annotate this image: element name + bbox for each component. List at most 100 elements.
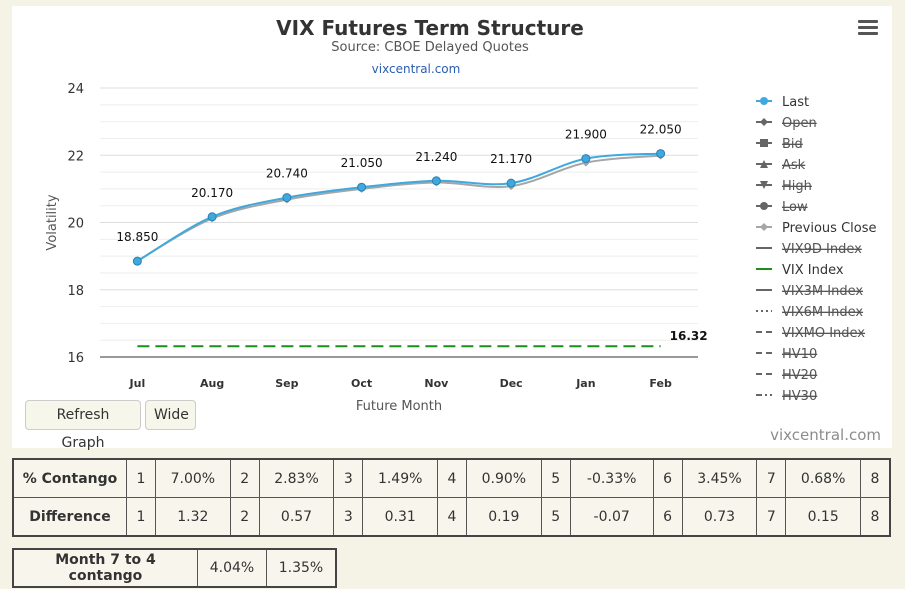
summary-label: Month 7 to 4 contango	[12, 548, 198, 588]
chart-menu-icon[interactable]	[858, 20, 878, 36]
last-data-label: 20.740	[266, 167, 308, 181]
legend-item[interactable]: Open	[756, 116, 817, 131]
legend-item[interactable]: Previous Close	[756, 221, 877, 236]
last-point	[506, 178, 516, 188]
legend-item[interactable]: HV20	[756, 368, 817, 383]
legend-diamond-marker	[760, 118, 768, 126]
legend-label: HV30	[782, 389, 817, 404]
month-index-cell: 7	[756, 458, 787, 498]
value-cell: 0.15	[785, 497, 861, 537]
legend-label: VIX6M Index	[782, 305, 863, 320]
legend-item[interactable]: VIX9D Index	[756, 242, 862, 257]
legend-item[interactable]: HV30	[756, 389, 817, 404]
legend-item[interactable]: Bid	[756, 137, 803, 152]
x-tick-label: Aug	[200, 377, 224, 390]
value-cell: 3.45%	[681, 458, 758, 498]
x-tick-label: Nov	[424, 377, 449, 390]
last-data-label: 21.170	[490, 152, 532, 166]
month-index-cell: 7	[756, 497, 787, 537]
legend-item[interactable]: High	[756, 179, 812, 194]
legend-label: VIX Index	[782, 263, 844, 278]
month-index-cell: 3	[333, 497, 364, 537]
month-index-cell: 8	[860, 497, 891, 537]
value-cell: -0.33%	[569, 458, 654, 498]
axes: 16 18 20 22 24 Jul Aug Sep Oct Nov Dec Jan Feb Future…	[45, 82, 698, 414]
source-link[interactable]: vixcentral.com	[372, 62, 461, 76]
value-cell: -0.07	[569, 497, 654, 537]
legend-item[interactable]: Low	[756, 200, 808, 215]
y-axis-title: Volatility	[45, 194, 60, 250]
month-index-cell: 5	[540, 458, 571, 498]
month-index-cell: 8	[860, 458, 891, 498]
last-point	[656, 149, 666, 159]
last-data-label: 21.900	[565, 128, 607, 142]
summary-value: 4.04%	[197, 548, 267, 588]
value-cell: 0.31	[362, 497, 439, 537]
x-axis-title: Future Month	[356, 399, 442, 414]
y-tick-label: 18	[67, 284, 84, 299]
value-cell: 0.19	[466, 497, 542, 537]
last-point	[132, 256, 142, 266]
month-index-cell: 2	[229, 458, 260, 498]
legend-item[interactable]: VIX6M Index	[756, 305, 863, 320]
x-tick-label: Feb	[649, 377, 672, 390]
legend-label: High	[782, 179, 812, 194]
last-point	[207, 212, 217, 222]
wide-button[interactable]: Wide	[145, 400, 196, 430]
summary-value: 1.35%	[266, 548, 337, 588]
last-line	[136, 152, 661, 263]
legend-label: HV10	[782, 347, 817, 362]
legend-item[interactable]: HV10	[756, 347, 817, 362]
last-data-label: 21.050	[341, 156, 383, 170]
legend-item[interactable]: Last	[756, 95, 809, 110]
summary-table: Month 7 to 4 contango 4.04% 1.35%	[12, 548, 337, 588]
legend-diamond-marker	[760, 223, 768, 231]
x-tick-label: Dec	[500, 377, 523, 390]
legend-label: Last	[782, 95, 809, 110]
legend-label: Ask	[782, 158, 806, 173]
legend-label: Bid	[782, 137, 803, 152]
x-tick-label: Jan	[575, 377, 595, 390]
month-index-cell: 3	[333, 458, 364, 498]
last-point	[431, 176, 441, 186]
legend-label: Open	[782, 116, 817, 131]
month-index-cell: 4	[437, 497, 468, 537]
last-point	[581, 154, 591, 164]
legend-label: VIX9D Index	[782, 242, 862, 257]
month-index-cell: 4	[437, 458, 468, 498]
grid-lines	[100, 87, 698, 358]
legend-item[interactable]: Ask	[756, 158, 806, 173]
chart-panel: VIX Futures Term Structure Source: CBOE …	[12, 6, 892, 451]
chart-subtitle: Source: CBOE Delayed Quotes	[331, 40, 529, 55]
x-tick-label: Sep	[275, 377, 298, 390]
value-cell: 0.90%	[466, 458, 542, 498]
refresh-graph-button[interactable]: Refresh Graph	[25, 400, 141, 451]
value-cell: 0.68%	[785, 458, 861, 498]
y-tick-label: 22	[67, 149, 84, 164]
month-index-cell: 1	[126, 458, 156, 498]
legend-triangle-down-marker	[760, 181, 768, 189]
month-index-cell: 1	[126, 497, 156, 537]
legend-item[interactable]: VIX3M Index	[756, 284, 863, 299]
legend-item[interactable]: VIXMO Index	[756, 326, 865, 341]
x-tick-label: Oct	[351, 377, 372, 390]
legend-triangle-marker	[760, 160, 768, 168]
month-index-cell: 5	[540, 497, 571, 537]
legend-item[interactable]: VIX Index	[756, 263, 844, 278]
last-data-label: 18.850	[116, 230, 158, 244]
y-tick-label: 24	[67, 82, 84, 97]
legend-label: VIX3M Index	[782, 284, 863, 299]
y-tick-label: 20	[67, 217, 84, 232]
table-row: % Contango 1 7.00% 2 2.83% 3 1.49% 4 0.90% 5 -0.33…	[12, 458, 891, 498]
legend-label: VIXMO Index	[782, 326, 865, 341]
vix-index-data-label: 16.32	[670, 329, 708, 343]
x-tick-label: Jul	[129, 377, 146, 390]
month-index-cell: 6	[652, 458, 683, 498]
value-cell: 1.49%	[362, 458, 439, 498]
table-row: Difference 1 1.32 2 0.57 3 0.31 4 0.19 5 -0.07 6 0.7…	[12, 497, 891, 537]
legend-circle-marker	[760, 97, 768, 105]
month-index-cell: 6	[652, 497, 683, 537]
legend-label: HV20	[782, 368, 817, 383]
term-structure-chart: VIX Futures Term Structure Source: CBOE …	[45, 16, 877, 414]
legend-circle-marker	[760, 202, 768, 210]
